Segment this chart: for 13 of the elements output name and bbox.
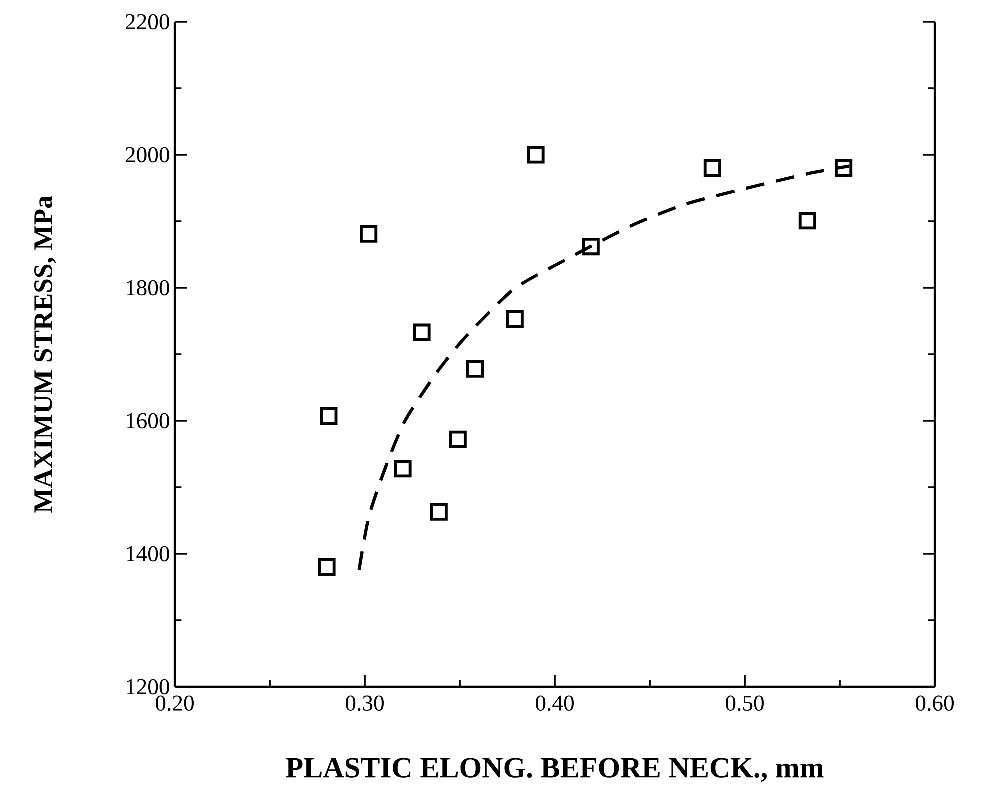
y-tick-label: 2200	[126, 14, 170, 30]
x-tick-label: 0.30	[346, 696, 384, 712]
y-axis-title: MAXIMUM STRESS, MPa	[34, 196, 56, 513]
x-tick-label: 0.50	[726, 696, 764, 712]
y-tick-label: 2000	[126, 147, 170, 163]
x-tick-label: 0.20	[156, 696, 194, 712]
y-tick-label: 1200	[126, 679, 170, 695]
x-tick-label: 0.60	[916, 696, 954, 712]
y-tick-label: 1400	[126, 546, 170, 562]
y-tick-label: 1800	[126, 280, 170, 296]
x-tick-label: 0.40	[536, 696, 574, 712]
y-tick-label: 1600	[126, 413, 170, 429]
x-axis-title: PLASTIC ELONG. BEFORE NECK., mm	[286, 758, 824, 782]
